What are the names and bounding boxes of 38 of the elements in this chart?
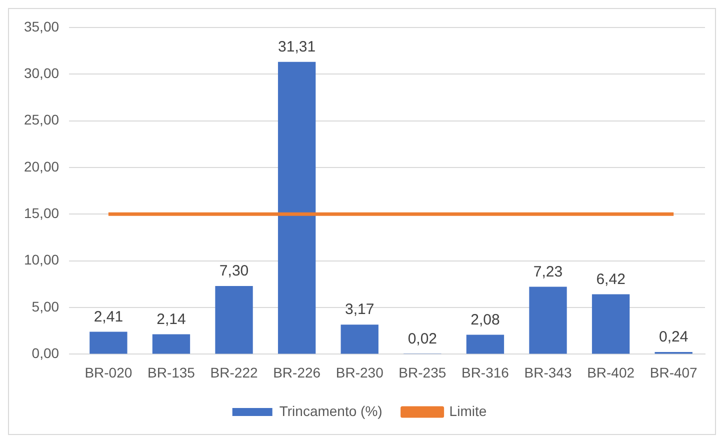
y-tick-label: 20,00	[24, 158, 60, 174]
y-tick-label: 35,00	[24, 18, 60, 34]
x-tick-label: BR-230	[336, 364, 384, 380]
x-tick-label: BR-343	[524, 364, 572, 380]
x-tick-label: BR-135	[147, 364, 196, 380]
data-label: 2,14	[156, 310, 186, 328]
y-tick-label: 15,00	[24, 205, 60, 221]
bar	[340, 324, 378, 354]
y-tick-label: 5,00	[32, 298, 60, 314]
x-tick-label: BR-235	[398, 364, 446, 380]
x-tick-label: BR-402	[587, 364, 635, 380]
data-label: 7,23	[533, 263, 563, 280]
y-tick-label: 25,00	[24, 112, 60, 128]
x-tick-label: BR-020	[84, 364, 132, 380]
bar	[152, 334, 190, 354]
y-tick-label: 30,00	[24, 64, 60, 81]
x-tick-label: BR-407	[650, 364, 698, 380]
data-label: 31,31	[278, 38, 316, 56]
bar	[215, 286, 253, 354]
data-label: 6,42	[596, 270, 626, 288]
data-label: 3,17	[345, 301, 374, 318]
data-label: 0,24	[659, 328, 688, 346]
x-tick-label: BR-226	[273, 364, 321, 380]
legend-label: Limite	[449, 402, 487, 419]
data-label: 7,30	[219, 262, 249, 280]
x-tick-label: BR-316	[461, 364, 510, 380]
bar	[90, 332, 128, 354]
y-tick-label: 10,00	[24, 252, 60, 268]
y-tick-label: 0,00	[32, 345, 60, 362]
x-tick-label: BR-222	[210, 364, 258, 380]
bar	[278, 62, 316, 354]
bar	[529, 286, 567, 354]
data-label: 2,08	[470, 311, 500, 328]
legend-label: Trincamento (%)	[279, 402, 382, 419]
data-label: 0,02	[408, 330, 438, 348]
bar	[466, 334, 504, 354]
bar	[592, 294, 630, 354]
data-label: 2,41	[94, 308, 124, 326]
